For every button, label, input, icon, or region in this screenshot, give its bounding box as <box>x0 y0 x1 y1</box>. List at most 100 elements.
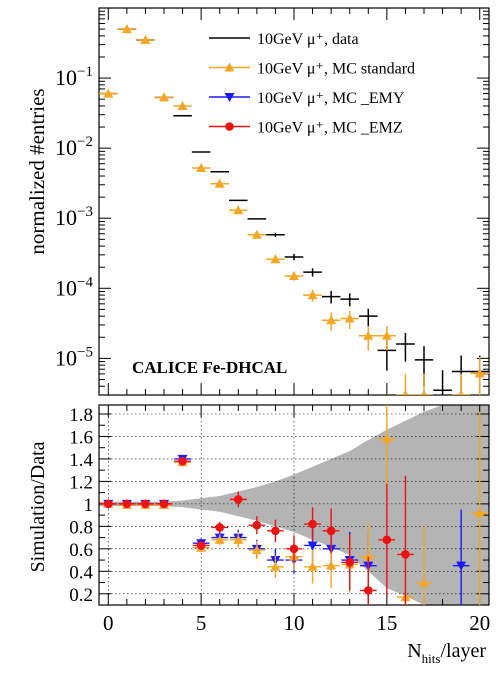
y-tick-label-bottom: 1.6 <box>69 427 93 448</box>
data-point-marker <box>159 92 169 102</box>
ratio-point-marker <box>251 544 262 554</box>
ratio-point-marker <box>326 526 336 536</box>
y-axis-bottom: 0.20.40.60.811.21.41.61.8 <box>69 405 489 606</box>
x-axis-label-part: N <box>407 640 421 662</box>
ratio-point-marker <box>233 534 244 544</box>
ratio-point-marker <box>419 577 429 587</box>
data-point-marker <box>140 34 151 44</box>
legend-label: 10GeV μ⁺, MC _EMZ <box>257 120 403 137</box>
ratio-point-marker <box>122 499 132 509</box>
data-point-marker <box>458 390 464 395</box>
x-tick-label: 15 <box>376 611 397 635</box>
data-point-marker <box>402 390 409 395</box>
ratio-point-marker <box>141 499 150 509</box>
ratio-point-marker <box>270 561 281 571</box>
series-top <box>99 24 489 395</box>
ratio-point-marker <box>363 586 373 595</box>
y-tick-label-top: 10−5 <box>55 344 93 370</box>
ratio-point-marker <box>456 561 467 571</box>
y-tick-label-bottom: 1 <box>84 495 94 516</box>
ratio-point-marker <box>289 544 299 554</box>
y-tick-exponent: −2 <box>77 134 93 150</box>
y-tick-base: 10 <box>55 135 77 160</box>
y-tick-label-bottom: 1.8 <box>69 405 93 426</box>
data-point-marker <box>196 163 207 173</box>
data-point-marker <box>381 330 392 340</box>
y-axis-top: 10−510−410−310−210−1 <box>55 7 489 396</box>
data-point-marker <box>289 270 299 280</box>
x-axis-label: Nhits/layer <box>407 640 486 666</box>
data-point-marker <box>177 100 188 110</box>
legend-label: 10GeV μ⁺, MC _EMY <box>257 90 405 107</box>
legend: 10GeV μ⁺, data 10GeV μ⁺, MC standard 10GeV… <box>209 31 415 137</box>
series-mc-emz <box>99 456 414 605</box>
y-tick-label-top: 10−1 <box>55 64 93 90</box>
y-tick-label-top: 10−2 <box>55 134 93 160</box>
data-point-marker <box>214 178 225 188</box>
ratio-point-marker <box>345 558 355 567</box>
legend-marker <box>224 62 235 72</box>
data-point-marker <box>270 254 281 264</box>
ratio-point-marker <box>103 499 113 509</box>
ratio-point-marker <box>307 541 318 551</box>
ratio-point-marker <box>401 550 410 559</box>
y-tick-label-top: 10−3 <box>55 204 93 230</box>
y-tick-base: 10 <box>55 345 77 370</box>
y-tick-exponent: −5 <box>77 344 93 360</box>
y-tick-label-bottom: 0.4 <box>69 562 93 583</box>
series-mc-standard <box>99 24 489 395</box>
data-point-marker <box>233 205 244 215</box>
x-tick-label: 5 <box>196 611 207 635</box>
data-point-marker <box>363 330 374 340</box>
ratio-point-marker <box>214 534 225 544</box>
x-axis-label-part: hits <box>422 651 441 666</box>
data-point-marker <box>307 290 318 300</box>
legend-label: 10GeV μ⁺, data <box>257 31 359 48</box>
y-axis-label-bottom: Simulation/Data <box>27 441 49 572</box>
y-tick-exponent: −4 <box>77 274 93 290</box>
data-point-marker <box>251 229 262 239</box>
x-tick-label: 20 <box>469 611 490 635</box>
y-tick-base: 10 <box>55 275 77 300</box>
annotation-label: CALICE Fe-DHCAL <box>132 358 287 377</box>
y-axis-label-top: normalized #entries <box>25 88 49 254</box>
series-data <box>99 28 489 395</box>
ratio-point-marker <box>215 523 225 532</box>
y-tick-label-bottom: 0.2 <box>69 585 93 606</box>
data-point-marker <box>121 24 132 34</box>
data-point-marker <box>421 390 427 395</box>
legend-marker <box>225 122 234 131</box>
ratio-panel: 0.20.40.60.811.21.41.61.8 0 5 10 15 20 Simulat… <box>27 404 490 666</box>
legend-label: 10GeV μ⁺, MC standard <box>257 61 415 78</box>
y-tick-exponent: −3 <box>77 204 93 220</box>
ratio-point-marker <box>474 507 485 517</box>
y-tick-label-bottom: 1.4 <box>69 450 93 471</box>
x-axis-bottom: 0 5 10 15 20 <box>103 405 490 635</box>
ratio-point-marker <box>271 526 280 536</box>
ratio-point-marker <box>159 499 169 509</box>
ratio-point-marker <box>382 535 392 545</box>
ratio-point-marker <box>196 541 206 550</box>
ratio-point-marker <box>308 519 317 529</box>
ratio-point-marker <box>252 520 262 530</box>
series-bottom <box>99 405 489 605</box>
ratio-point-marker <box>326 560 337 570</box>
ratio-point-marker <box>363 551 374 561</box>
y-tick-label-top: 10−4 <box>55 274 93 300</box>
y-tick-label-bottom: 0.6 <box>69 540 93 561</box>
x-axis-label-part: /layer <box>440 640 486 662</box>
y-tick-base: 10 <box>55 205 77 230</box>
y-tick-base: 10 <box>55 65 77 90</box>
ratio-point-marker <box>307 561 318 571</box>
ratio-point-marker <box>233 495 243 504</box>
data-point-marker <box>326 315 337 325</box>
data-point-marker <box>103 88 114 98</box>
data-point-marker <box>344 313 355 323</box>
legend-marker <box>224 93 235 102</box>
y-tick-exponent: −1 <box>77 64 93 80</box>
y-tick-label-bottom: 1.2 <box>69 472 93 493</box>
ratio-point-marker <box>381 433 392 443</box>
ratio-point-marker <box>178 456 187 466</box>
